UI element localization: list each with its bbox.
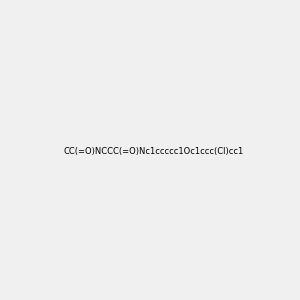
Text: CC(=O)NCCC(=O)Nc1ccccc1Oc1ccc(Cl)cc1: CC(=O)NCCC(=O)Nc1ccccc1Oc1ccc(Cl)cc1 bbox=[64, 147, 244, 156]
